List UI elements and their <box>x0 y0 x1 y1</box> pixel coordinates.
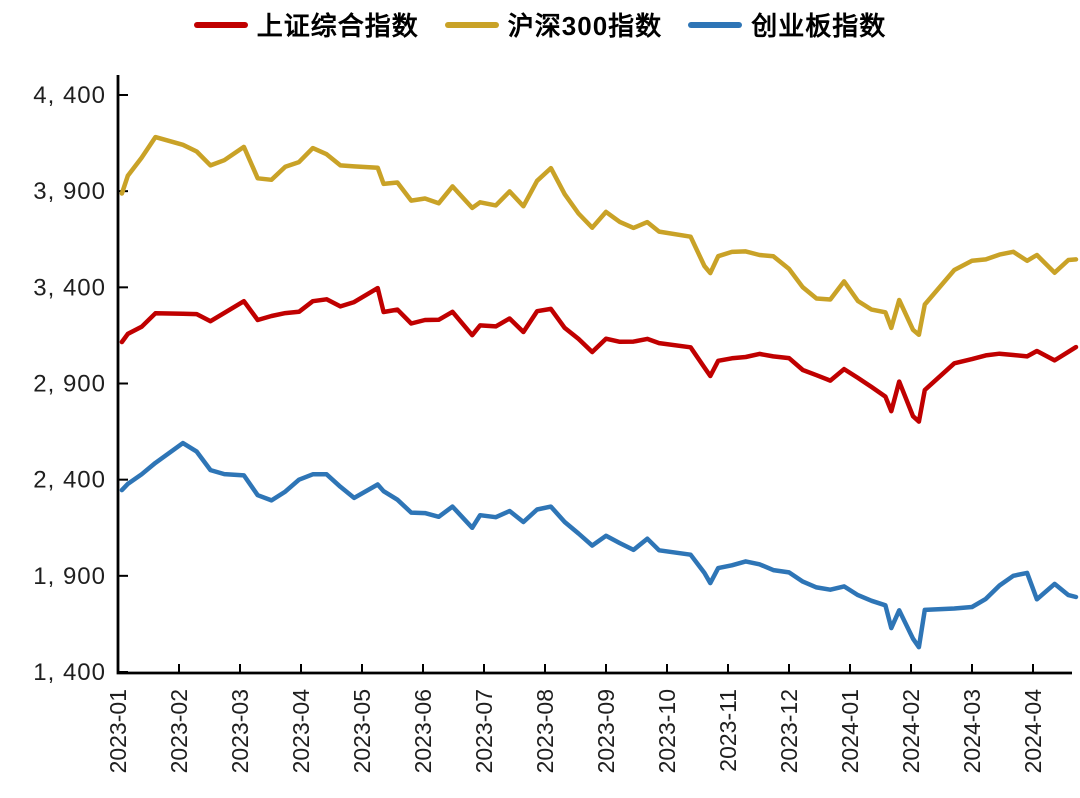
x-tick-label: 2024-01 <box>837 689 863 773</box>
axis-lines <box>116 75 1072 675</box>
legend-item-sse: 上证综合指数 <box>193 6 419 43</box>
sse-line-swatch-icon <box>193 21 248 28</box>
y-tick-label: 2, 400 <box>33 467 106 494</box>
legend-label-sse: 上证综合指数 <box>256 11 419 41</box>
legend-label-chinext: 创业板指数 <box>751 11 887 41</box>
y-tick-label: 3, 900 <box>33 178 106 205</box>
chinext-line-swatch-icon <box>688 21 743 28</box>
x-tick-label: 2023-05 <box>349 689 375 773</box>
y-tick-label: 4, 400 <box>33 82 106 109</box>
x-tick-label: 2024-02 <box>898 689 924 773</box>
legend-item-csi300: 沪深300指数 <box>444 6 663 43</box>
y-tick-label: 1, 900 <box>33 563 106 590</box>
series-line-chinext <box>119 440 1079 650</box>
x-tick-label: 2023-02 <box>166 689 192 773</box>
x-tick-label: 2023-09 <box>593 689 619 773</box>
y-tick-label: 3, 400 <box>33 274 106 301</box>
legend: 上证综合指数 沪深300指数 创业板指数 <box>0 6 1080 43</box>
x-tick-label: 2023-12 <box>776 689 802 773</box>
legend-item-chinext: 创业板指数 <box>688 6 886 43</box>
legend-label-csi300: 沪深300指数 <box>507 11 663 41</box>
x-tick-label: 2023-03 <box>227 689 253 773</box>
series-line-sse <box>119 285 1079 424</box>
x-tick-label: 2023-04 <box>288 689 314 774</box>
csi300-line-swatch-icon <box>444 21 499 28</box>
x-tick-label: 2023-01 <box>105 689 131 773</box>
x-tick-label: 2023-11 <box>715 689 741 772</box>
series-line-csi300 <box>119 134 1079 338</box>
y-tick-label: 2, 900 <box>33 371 106 398</box>
x-tick-label: 2023-06 <box>410 689 436 773</box>
x-tick-label: 2024-04 <box>1020 689 1046 774</box>
y-tick-label: 1, 400 <box>33 659 106 686</box>
x-tick-label: 2023-07 <box>471 689 497 773</box>
x-tick-label: 2024-03 <box>959 689 985 773</box>
x-tick-label: 2023-10 <box>654 689 680 773</box>
x-tick-label: 2023-08 <box>532 689 558 773</box>
